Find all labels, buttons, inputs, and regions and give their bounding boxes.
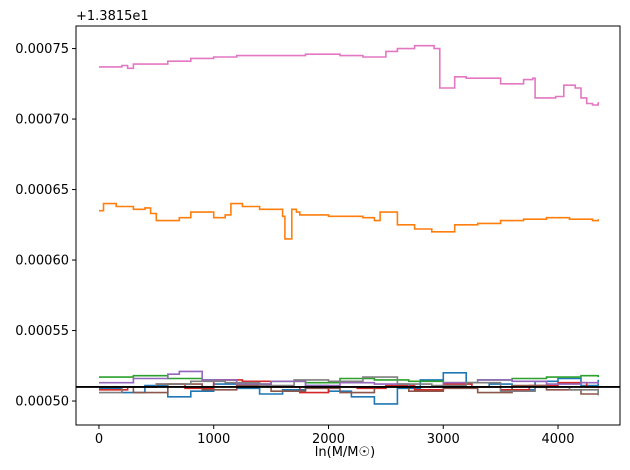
series-line-7 <box>99 383 599 395</box>
y-tick-label: 0.00050 <box>15 395 69 410</box>
y-tick-label: 0.00055 <box>15 324 69 339</box>
y-axis: 0.00050 0.00055 0.00060 0.00065 0.00070 0.000… <box>15 42 76 410</box>
x-tick-label: 0 <box>95 432 103 447</box>
x-tick-label: 3000 <box>427 432 460 447</box>
y-tick-label: 0.00060 <box>15 254 69 269</box>
series-line-8 <box>99 376 599 396</box>
x-tick-label: 1000 <box>197 432 230 447</box>
y-tick-label: 0.00065 <box>15 183 69 198</box>
x-axis-label: ln(M/M☉) <box>315 445 375 460</box>
y-offset-label: +1.3815e1 <box>76 9 149 24</box>
series-line-2 <box>99 202 599 240</box>
y-tick-label: 0.00075 <box>15 42 69 57</box>
series-line-6 <box>99 370 599 388</box>
x-tick-label: 2000 <box>312 432 345 447</box>
series-line-1 <box>99 44 599 106</box>
x-axis: 0 1000 2000 3000 4000 <box>95 425 575 447</box>
x-tick-label: 4000 <box>541 432 574 447</box>
plot-area <box>76 44 620 405</box>
y-tick-label: 0.00070 <box>15 113 69 128</box>
axes-frame <box>75 25 621 426</box>
